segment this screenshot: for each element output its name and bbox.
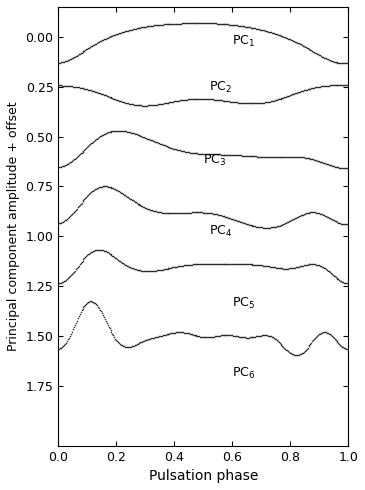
Text: PC$_5$: PC$_5$ [232, 295, 256, 311]
Text: PC$_6$: PC$_6$ [232, 367, 256, 381]
Text: PC$_4$: PC$_4$ [209, 224, 233, 239]
X-axis label: Pulsation phase: Pulsation phase [149, 469, 258, 483]
Text: PC$_1$: PC$_1$ [232, 34, 256, 49]
Text: PC$_2$: PC$_2$ [209, 80, 232, 95]
Text: PC$_3$: PC$_3$ [203, 153, 227, 168]
Y-axis label: Principal component amplitude + offset: Principal component amplitude + offset [7, 101, 20, 351]
